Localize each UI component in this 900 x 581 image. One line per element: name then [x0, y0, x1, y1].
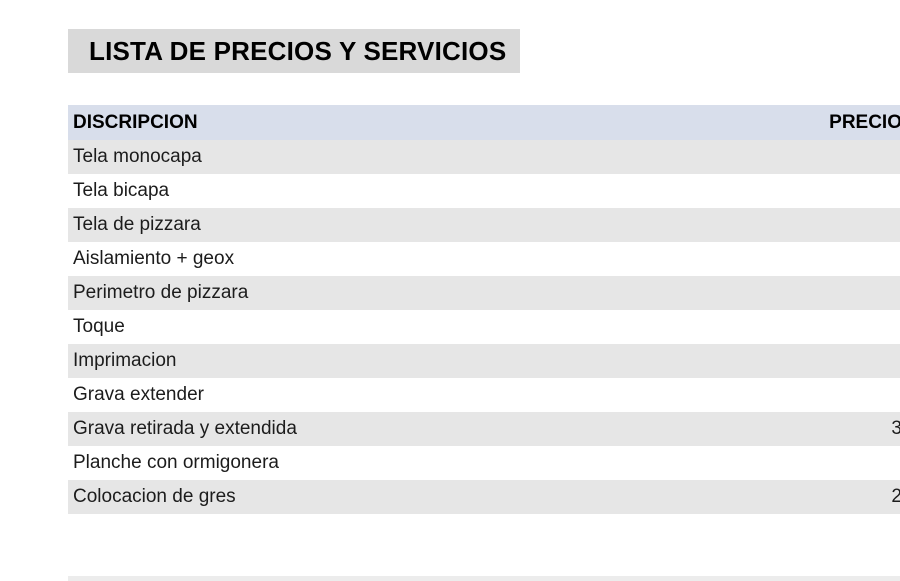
table-row-empty	[68, 514, 900, 548]
table-row: Tela bicapa	[68, 174, 900, 208]
cell-description: Imprimacion	[73, 350, 177, 371]
table-row: Colocacion de gres 2	[68, 480, 900, 514]
table-row: Planche con ormigonera	[68, 446, 900, 480]
price-table: DISCRIPCION PRECIO Tela monocapa Tela bi…	[68, 105, 900, 548]
table-row: Toque	[68, 310, 900, 344]
table-header-row: DISCRIPCION PRECIO	[68, 105, 900, 140]
cell-description: Grava extender	[73, 384, 204, 405]
table-row: Grava retirada y extendida 3	[68, 412, 900, 446]
table-row: Tela de pizzara	[68, 208, 900, 242]
column-header-description: DISCRIPCION	[73, 111, 198, 133]
table-row: Aislamiento + geox	[68, 242, 900, 276]
cell-description: Perimetro de pizzara	[73, 282, 249, 303]
cell-price: 3	[891, 418, 900, 439]
page-title: LISTA DE PRECIOS Y SERVICIOS	[68, 29, 520, 73]
column-header-price: PRECIO	[829, 111, 900, 133]
cell-description: Aislamiento + geox	[73, 248, 235, 269]
cell-description: Colocacion de gres	[73, 486, 236, 507]
cell-price: 2	[891, 486, 900, 507]
cell-description: Toque	[73, 316, 125, 337]
table-row: Tela monocapa	[68, 140, 900, 174]
table-row: Imprimacion	[68, 344, 900, 378]
cell-description: Tela de pizzara	[73, 214, 201, 235]
next-row-partially-visible	[68, 576, 900, 581]
cell-description: Grava retirada y extendida	[73, 418, 297, 439]
table-row: Perimetro de pizzara	[68, 276, 900, 310]
table-row: Grava extender	[68, 378, 900, 412]
cell-description: Tela bicapa	[73, 180, 170, 201]
cell-description: Tela monocapa	[73, 146, 202, 167]
cell-description: Planche con ormigonera	[73, 452, 279, 473]
